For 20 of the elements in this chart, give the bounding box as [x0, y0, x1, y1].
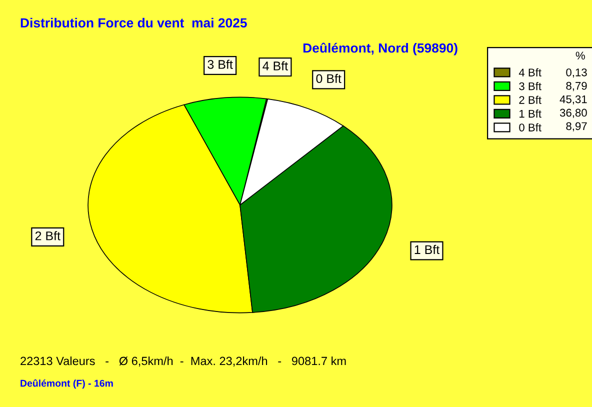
- text: Deûlémont (F) - 16m: [20, 379, 113, 389]
- chart-subtitle: Deûlémont, Nord (59890): [303, 42, 458, 56]
- data-label: 45,31: [560, 95, 587, 105]
- legend-label: 3 Bft: [519, 82, 542, 90]
- slice-label: 4 Bft: [262, 61, 288, 70]
- data-label: 8,79: [566, 82, 587, 92]
- legend-label: 2 Bft: [519, 96, 542, 104]
- chart-title: Distribution Force du vent mai 2025: [20, 18, 247, 28]
- data-label: 36,80: [560, 108, 587, 118]
- legend-label: 4 Bft: [518, 68, 542, 76]
- slice-label: 3 Bft: [208, 60, 233, 69]
- slice-label: 0 Bft: [316, 74, 342, 84]
- legend-label: 0 Bft: [519, 123, 542, 132]
- legend-title: %: [576, 52, 585, 60]
- slice-label: 2 Bft: [35, 231, 60, 240]
- data-label: 8,97: [566, 122, 587, 132]
- slice-label: 1 Bft: [414, 244, 440, 254]
- text: 22313 Valeurs - Ø 6,5km/h - Max. 23,2km/h - 9081.7 km: [20, 356, 346, 367]
- data-label: 0,13: [566, 68, 587, 78]
- legend-label: 1 Bft: [520, 110, 542, 118]
